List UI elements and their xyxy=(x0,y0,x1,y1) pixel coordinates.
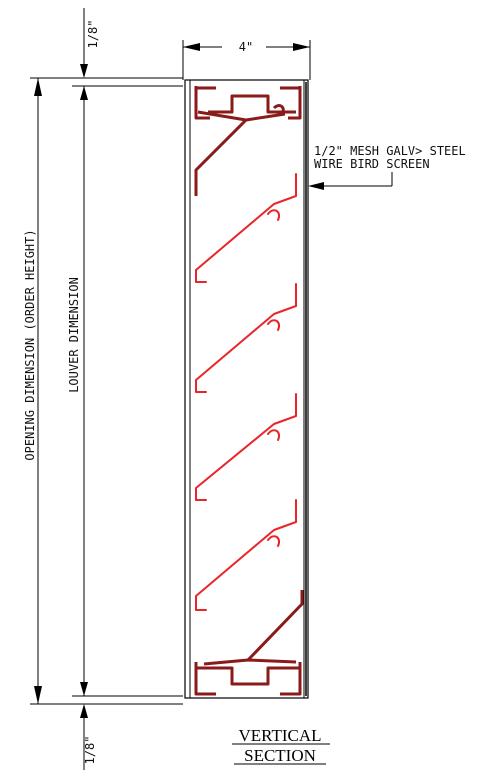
opening-dimension: OPENING DIMENSION (ORDER HEIGHT) xyxy=(23,78,42,704)
blade-4 xyxy=(195,499,297,611)
title-line1: VERTICAL xyxy=(238,726,321,745)
blade-1 xyxy=(195,173,297,283)
bird-screen-callout: 1/2" MESH GALV> STEEL WIRE BIRD SCREEN xyxy=(308,144,466,190)
screen-note-line2: WIRE BIRD SCREEN xyxy=(314,157,430,171)
blade-2 xyxy=(195,283,297,393)
louver-dimension: LOUVER DIMENSION xyxy=(67,100,85,682)
sill-frame xyxy=(194,590,304,696)
drawing-title: VERTICAL SECTION xyxy=(232,726,330,765)
opening-dimension-label: OPENING DIMENSION (ORDER HEIGHT) xyxy=(23,229,37,460)
depth-dimension: 4" xyxy=(182,40,311,80)
top-gap-dimension: 1/8" xyxy=(80,8,100,100)
bottom-gap-dimension: 1/8" xyxy=(80,682,97,770)
screen-note-line1: 1/2" MESH GALV> STEEL xyxy=(314,144,466,158)
head-frame xyxy=(194,86,302,196)
louver-dimension-label: LOUVER DIMENSION xyxy=(67,277,81,393)
louver-frame xyxy=(184,79,309,699)
depth-label: 4" xyxy=(239,40,253,54)
title-line2: SECTION xyxy=(244,746,316,765)
blade-3 xyxy=(195,393,297,501)
top-gap-label: 1/8" xyxy=(86,20,100,49)
bottom-gap-label: 1/8" xyxy=(83,736,97,765)
